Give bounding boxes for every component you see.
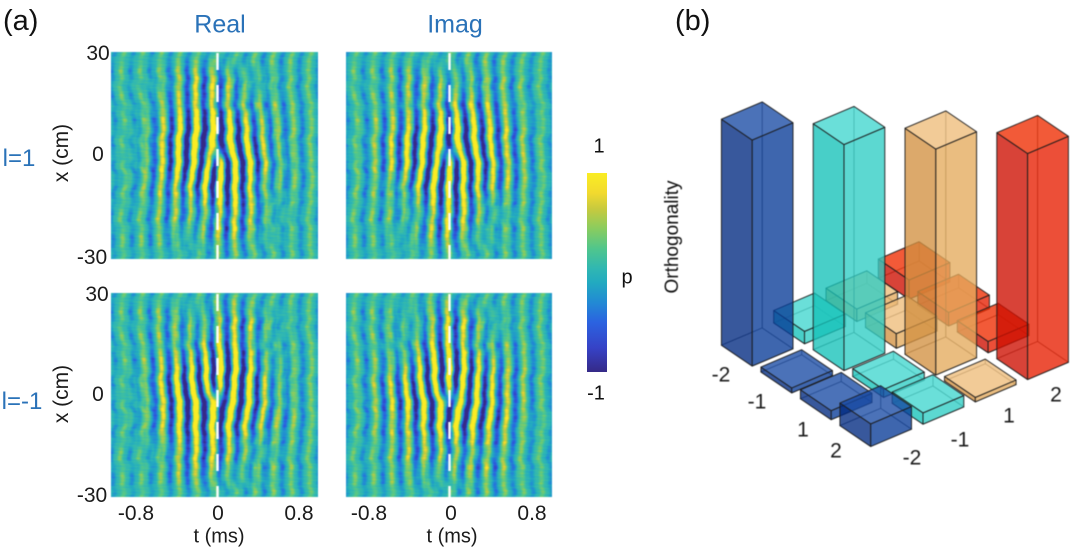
- svg-text:-2: -2: [903, 447, 922, 470]
- svg-text:2: 2: [1050, 384, 1062, 407]
- svg-text:-1: -1: [748, 391, 767, 414]
- svg-text:2: 2: [830, 440, 842, 463]
- svg-text:1: 1: [1003, 405, 1015, 428]
- svg-text:-2: -2: [712, 364, 731, 387]
- svg-text:1: 1: [797, 419, 809, 442]
- svg-text:-1: -1: [951, 429, 970, 452]
- svg-text:Orthogonality: Orthogonality: [662, 180, 683, 294]
